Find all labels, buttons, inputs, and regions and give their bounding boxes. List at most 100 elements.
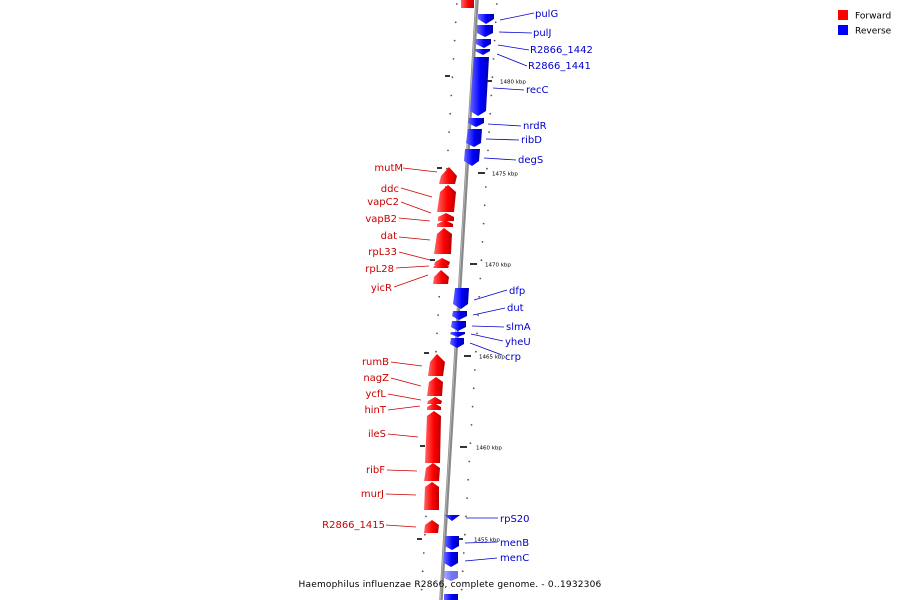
- minor-tick-dot: [424, 533, 426, 536]
- tick-1465: 1465 kbp: [464, 355, 505, 361]
- minor-tick-dot: [483, 204, 486, 207]
- gene-label-nrdR: nrdR: [523, 121, 547, 132]
- gene-crp[interactable]: crp: [450, 338, 521, 363]
- minor-tick-dot: [471, 405, 474, 408]
- tick-label-1480: 1480 kbp: [500, 80, 526, 86]
- gene-vapC2[interactable]: vapC2: [367, 197, 454, 221]
- gene-label-nagZ: nagZ: [363, 373, 389, 384]
- legend-forward-swatch: [838, 10, 848, 20]
- minor-tick-dot: [454, 21, 457, 24]
- gene-block-top[interactable]: [461, 0, 474, 8]
- gene-label-rpL33: rpL33: [368, 247, 397, 258]
- tick-label-1475: 1475 kbp: [492, 172, 518, 178]
- minor-tick-dot: [455, 3, 458, 5]
- gene-R2866_1415[interactable]: R2866_1415: [322, 520, 439, 533]
- legend-forward-label: Forward: [855, 12, 891, 22]
- gene-label-R2866_1415: R2866_1415: [322, 520, 385, 531]
- minor-tick-dot: [473, 369, 476, 371]
- gene-label-ribD: ribD: [521, 135, 542, 146]
- gene-label-degS: degS: [518, 155, 543, 166]
- minor-tick-dot: [481, 241, 484, 243]
- gene-yheU[interactable]: yheU: [450, 332, 531, 348]
- minor-tick-dot: [422, 552, 425, 554]
- gene-nrdR[interactable]: nrdR: [468, 118, 547, 132]
- legend-reverse-label: Reverse: [855, 27, 892, 37]
- gene-slmA[interactable]: slmA: [451, 321, 531, 333]
- gene-menB[interactable]: menB: [445, 536, 529, 550]
- tick-1480: 1480 kbp: [485, 80, 526, 86]
- minor-tick-dot: [420, 588, 423, 591]
- legend-reverse-swatch: [838, 25, 848, 35]
- legend-forward[interactable]: Forward: [838, 10, 891, 22]
- gene-dfp[interactable]: dfp: [453, 286, 525, 309]
- gene-mutM[interactable]: mutM: [374, 163, 457, 184]
- gene-ycfL[interactable]: ycfL: [365, 389, 442, 404]
- gene-nagZ[interactable]: nagZ: [363, 373, 443, 396]
- minor-tick-dot: [482, 222, 485, 225]
- gene-label-ileS: ileS: [368, 429, 386, 440]
- minor-tick-dot: [476, 332, 478, 335]
- minor-tick-dot: [493, 39, 496, 42]
- gene-label-ycfL: ycfL: [365, 389, 386, 400]
- gene-label-recC: recC: [526, 85, 549, 96]
- minor-tick-dot: [489, 112, 492, 115]
- gene-label-murJ: murJ: [361, 489, 384, 500]
- gene-label-pulJ: pulJ: [533, 28, 551, 39]
- gene-label-vapC2: vapC2: [367, 197, 399, 208]
- minor-tick-dot: [484, 186, 487, 188]
- minor-tick-dot: [478, 295, 481, 298]
- legend-reverse[interactable]: Reverse: [838, 25, 892, 37]
- minor-tick-dot: [472, 387, 475, 390]
- minor-tick-dot: [477, 314, 479, 316]
- gene-label-dut: dut: [507, 303, 524, 314]
- gene-dat[interactable]: dat: [381, 228, 452, 254]
- gene-yicR[interactable]: yicR: [371, 270, 449, 294]
- gene-label-R2866_1441: R2866_1441: [528, 61, 591, 72]
- gene-pulJ[interactable]: pulJ: [477, 25, 551, 39]
- tick-label-1465: 1465 kbp: [479, 355, 505, 361]
- minor-tick-dot: [490, 94, 493, 97]
- tick-1470: 1470 kbp: [470, 263, 511, 269]
- minor-tick-dot: [461, 570, 464, 573]
- gene-ribD[interactable]: ribD: [466, 129, 542, 147]
- gene-murJ[interactable]: murJ: [361, 482, 439, 510]
- gene-R2866_1441[interactable]: R2866_1441: [475, 49, 591, 72]
- gene-label-mutM: mutM: [374, 163, 403, 174]
- gene-ddc[interactable]: ddc: [381, 184, 456, 212]
- gene-rpL28[interactable]: rpL28: [365, 262, 449, 275]
- minor-tick-dot: [462, 552, 465, 554]
- reverse-genes: pulG pulJ R2866_1442 R2866_1441 recC nrd…: [444, 9, 593, 600]
- gene-label-ribF: ribF: [366, 465, 385, 476]
- gene-degS[interactable]: degS: [464, 149, 543, 166]
- minor-tick-dot: [449, 112, 452, 115]
- gene-block-bottom-2[interactable]: [444, 594, 458, 600]
- gene-ribF[interactable]: ribF: [366, 463, 440, 481]
- gene-pulG[interactable]: pulG: [478, 9, 558, 24]
- minor-tick-dot: [438, 295, 441, 298]
- gene-block-bottom-1[interactable]: [444, 571, 458, 581]
- gene-rumB[interactable]: rumB: [362, 354, 445, 376]
- gene-label-yicR: yicR: [371, 283, 392, 294]
- minor-tick-dot: [469, 442, 472, 445]
- gene-R2866_1442[interactable]: R2866_1442: [476, 39, 593, 56]
- minor-tick-dot: [466, 497, 468, 499]
- gene-ileS[interactable]: ileS: [368, 411, 441, 463]
- gene-hinT[interactable]: hinT: [364, 403, 441, 416]
- gene-rpS20[interactable]: rpS20: [444, 514, 530, 525]
- minor-tick-dot: [486, 167, 488, 170]
- gene-rpL33[interactable]: rpL33: [368, 247, 450, 265]
- minor-tick-dot: [465, 515, 467, 518]
- gene-label-yheU: yheU: [505, 337, 531, 348]
- minor-tick-dot: [436, 332, 438, 335]
- minor-tick-dot: [435, 350, 437, 353]
- minor-tick-dot: [491, 76, 494, 79]
- minor-tick-dot: [421, 570, 424, 573]
- minor-tick-dot: [494, 21, 497, 24]
- minor-tick-dot: [437, 314, 439, 316]
- minor-tick-dot: [495, 3, 498, 5]
- gene-vapB2[interactable]: vapB2: [365, 214, 453, 227]
- gene-dut[interactable]: dut: [452, 303, 524, 320]
- gene-label-ddc: ddc: [381, 184, 399, 195]
- gene-recC[interactable]: recC: [470, 57, 549, 116]
- gene-menC[interactable]: menC: [444, 552, 529, 567]
